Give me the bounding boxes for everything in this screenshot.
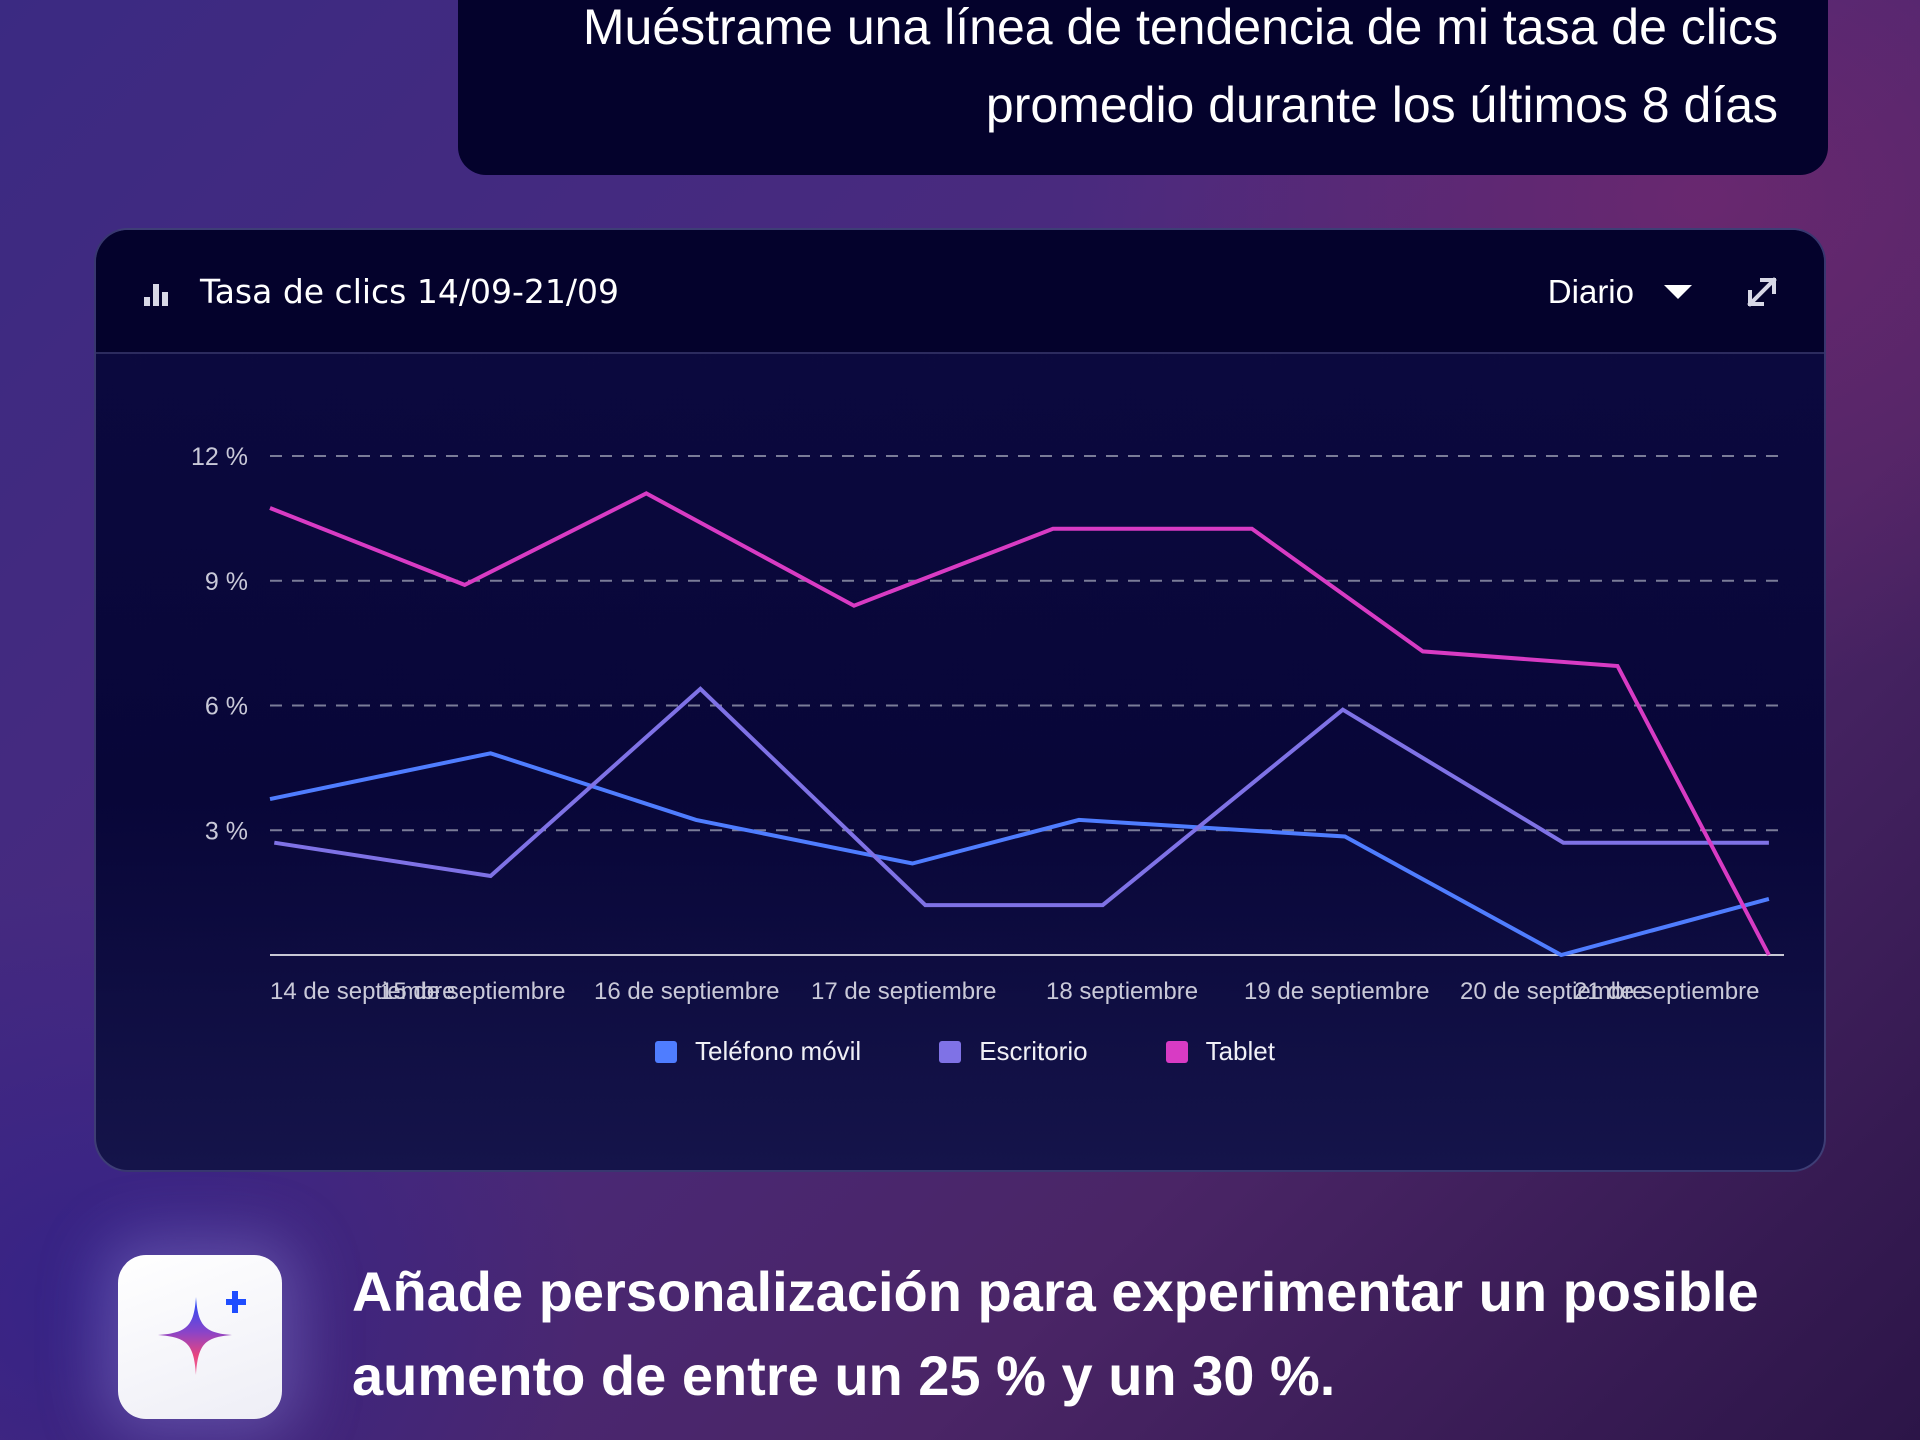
prompt-bubble: Muéstrame una línea de tendencia de mi t… [458, 0, 1828, 175]
legend-label: Escritorio [979, 1036, 1088, 1066]
sparkle-plus-icon [118, 1255, 282, 1419]
period-selected-value: Diario [1547, 273, 1634, 310]
x-tick-label: 14 de septiembre [270, 978, 455, 1005]
promo-text: Añade personalización para experimentar … [352, 1260, 1759, 1407]
legend-swatch-tablet [1165, 1040, 1188, 1063]
expand-arrows-icon [1747, 277, 1777, 307]
y-tick-label: 6 % [205, 693, 248, 721]
legend-item-phone[interactable]: Teléfono móvil [655, 1036, 861, 1067]
x-tick-label: 21 de septiembre [1574, 978, 1759, 1005]
chart-title: Tasa de clics 14/09-21/09 [200, 272, 619, 311]
x-tick-label: 17 de septiembre [811, 978, 996, 1005]
series-line-0 [269, 751, 1770, 958]
chart-area: 12 % 9 % 6 % 3 % 14 de septiembre 15 de septi… [96, 230, 1824, 1170]
legend-swatch-phone [655, 1040, 678, 1063]
card-header: Tasa de clics 14/09-21/09 Diario [96, 230, 1824, 354]
y-tick-label: 12 % [191, 443, 248, 471]
x-tick-label: 16 de septiembre [594, 978, 779, 1005]
chart-legend: Teléfono móvil Escritorio Tablet [96, 1036, 1824, 1067]
legend-label: Teléfono móvil [695, 1036, 862, 1066]
series-line-1 [273, 686, 1769, 908]
chart-card: 12 % 9 % 6 % 3 % 14 de septiembre 15 de septi… [94, 228, 1826, 1172]
y-tick-label: 9 % [205, 568, 248, 596]
caret-down-icon [1664, 285, 1692, 299]
x-tick-label: 15 de septiembre [380, 978, 565, 1005]
legend-swatch-desktop [939, 1040, 962, 1063]
period-dropdown[interactable]: Diario [1548, 268, 1692, 316]
x-tick-label: 19 de septiembre [1244, 978, 1429, 1005]
x-tick-label: 18 septiembre [1046, 978, 1198, 1005]
y-tick-label: 3 % [205, 817, 248, 845]
expand-button[interactable] [1742, 272, 1782, 312]
bar-chart-icon [144, 280, 170, 306]
legend-item-tablet[interactable]: Tablet [1165, 1036, 1275, 1067]
prompt-text: Muéstrame una línea de tendencia de mi t… [582, 0, 1778, 133]
legend-label: Tablet [1205, 1036, 1275, 1066]
x-tick-label: 20 de septiembre [1460, 978, 1645, 1005]
series-line-2 [269, 491, 1771, 956]
legend-item-desktop[interactable]: Escritorio [939, 1036, 1088, 1067]
